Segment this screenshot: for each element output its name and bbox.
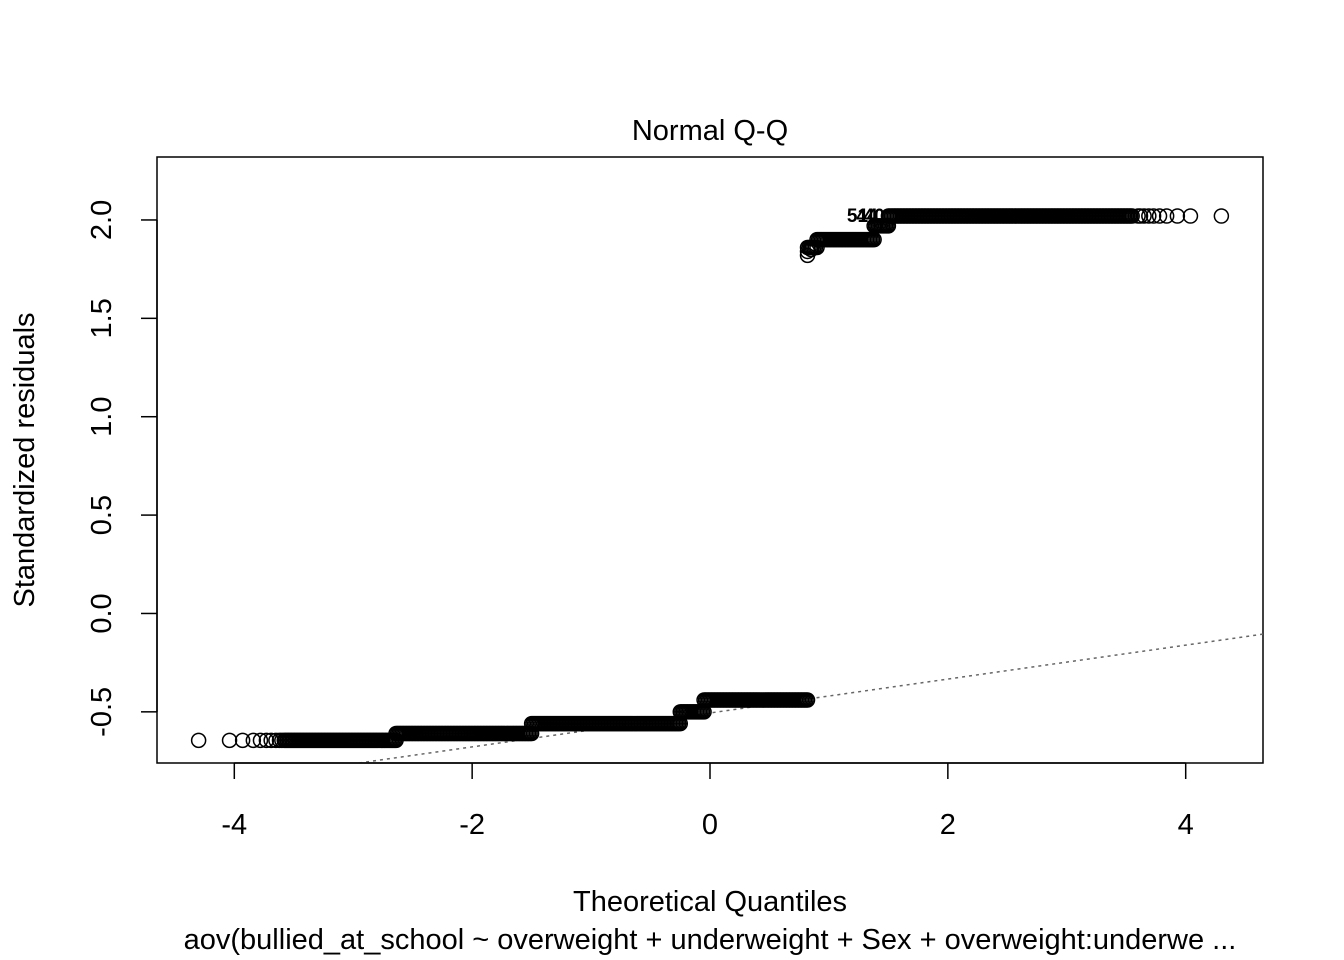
y-axis: -0.5 0.0 0.5 1.0 1.5 2.0 xyxy=(86,200,158,737)
plot-frame xyxy=(156,156,1264,764)
qq-point xyxy=(799,243,816,260)
outlier-label: 44 xyxy=(856,206,878,227)
qq-point xyxy=(803,241,819,258)
qq-point xyxy=(263,732,279,749)
qq-point xyxy=(1124,208,1140,224)
chart-title: Normal Q-Q xyxy=(632,115,788,147)
qq-point xyxy=(190,732,207,749)
qq-point xyxy=(268,732,284,749)
qq-point xyxy=(1213,208,1230,224)
qq-point xyxy=(221,732,238,749)
qq-point xyxy=(274,732,290,749)
qq-point xyxy=(1182,208,1199,224)
qq-point xyxy=(799,692,816,708)
x-tick-label: 2 xyxy=(940,809,956,841)
qq-point xyxy=(234,732,251,749)
x-tick-label: 0 xyxy=(702,809,718,841)
y-tick-label: 1.5 xyxy=(86,298,118,338)
qq-point xyxy=(1141,208,1157,224)
outlier-label: 40 xyxy=(864,206,885,227)
chart-subtitle: aov(bullied_at_school ~ overweight + und… xyxy=(184,924,1237,956)
qq-point xyxy=(1158,208,1175,224)
y-tick-label: 1.0 xyxy=(86,397,118,437)
qq-point xyxy=(1151,208,1168,224)
y-tick-label: 2.0 xyxy=(86,200,118,240)
y-tick-label: -0.5 xyxy=(86,687,118,737)
outlier-label: 51 xyxy=(847,206,869,227)
qq-point xyxy=(252,732,269,749)
y-tick-label: 0.0 xyxy=(86,593,118,633)
qq-point xyxy=(1132,208,1149,224)
qq-point xyxy=(245,732,262,749)
x-tick-label: -4 xyxy=(221,809,247,841)
x-axis: -4 -2 0 2 4 xyxy=(221,762,1194,841)
x-axis-label: Theoretical Quantiles xyxy=(573,886,847,918)
x-tick-label: 4 xyxy=(1178,809,1194,841)
qq-point xyxy=(1136,208,1152,224)
qq-point xyxy=(258,732,275,749)
y-tick-label: 0.5 xyxy=(86,495,118,535)
y-axis-label: Standardized residuals xyxy=(9,312,41,607)
qq-point xyxy=(1169,208,1186,224)
x-tick-label: -2 xyxy=(459,809,485,841)
qq-point xyxy=(1145,208,1162,224)
